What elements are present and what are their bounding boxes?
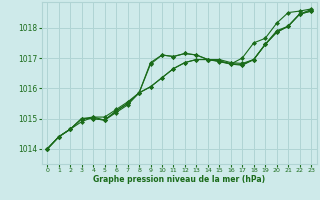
- X-axis label: Graphe pression niveau de la mer (hPa): Graphe pression niveau de la mer (hPa): [93, 175, 265, 184]
